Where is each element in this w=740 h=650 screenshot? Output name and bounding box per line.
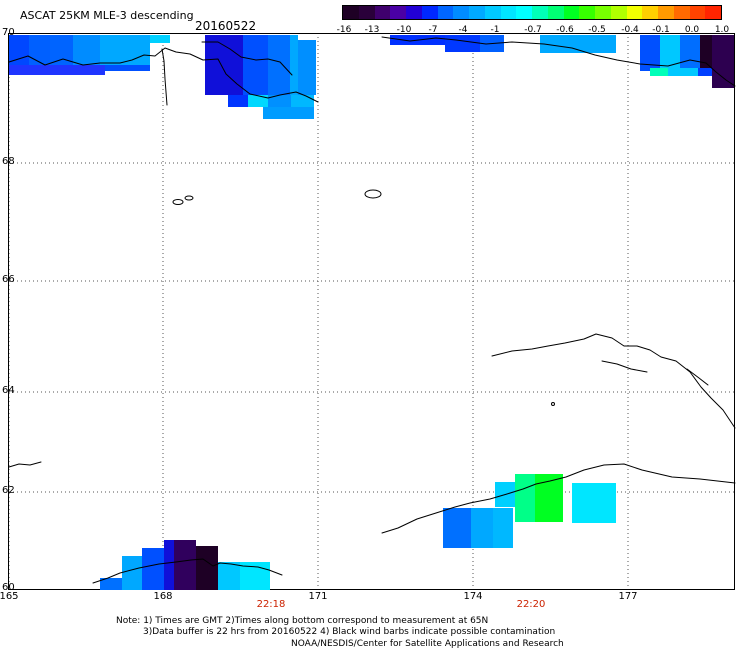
island-dot bbox=[551, 402, 555, 406]
color-scale-labels: -16 -13 -10 -7 -4 -1 -0.7 -0.6 -0.5 -0.4… bbox=[330, 26, 735, 38]
color-scale-segment bbox=[689, 6, 706, 19]
color-scale-segment bbox=[374, 6, 391, 19]
swath-south-west bbox=[100, 540, 270, 590]
coastlines bbox=[8, 36, 736, 584]
color-scale-segment bbox=[658, 6, 674, 19]
color-scale-segment bbox=[563, 6, 580, 19]
color-scale-segment bbox=[406, 6, 422, 19]
color-scale-bar bbox=[342, 5, 722, 20]
island-small-2 bbox=[184, 195, 194, 201]
note-line-1: Note: 1) Times are GMT 2)Times along bot… bbox=[116, 616, 489, 626]
color-label-5: -4 bbox=[458, 25, 468, 35]
color-scale-segment bbox=[642, 6, 658, 19]
time-label-2218: 22:18 bbox=[256, 599, 286, 610]
lon-tick-168: 168 bbox=[153, 591, 173, 602]
island-small-1 bbox=[172, 199, 184, 205]
coastline-central-east-inner bbox=[601, 360, 648, 373]
color-scale-segment bbox=[343, 6, 359, 19]
color-label-9: -0.5 bbox=[588, 25, 606, 35]
color-scale-segment bbox=[421, 6, 438, 19]
lat-tick-66: 66 bbox=[2, 274, 15, 285]
island-large bbox=[364, 189, 382, 199]
color-scale-segment bbox=[673, 6, 690, 19]
swath-south-east bbox=[443, 474, 616, 548]
coastline-north-center bbox=[201, 41, 293, 76]
color-scale-segment bbox=[705, 6, 721, 19]
lat-tick-62: 62 bbox=[2, 485, 15, 496]
color-label-7: -0.7 bbox=[524, 25, 542, 35]
color-scale-segment bbox=[595, 6, 611, 19]
map-date: 20160522 bbox=[195, 19, 257, 33]
coastline-north-gap bbox=[161, 48, 168, 106]
color-scale-segment bbox=[358, 6, 375, 19]
color-scale-segment bbox=[610, 6, 627, 19]
graticule-grid bbox=[8, 33, 735, 590]
swath-north-center-east bbox=[390, 35, 616, 53]
color-scale-segment bbox=[484, 6, 501, 19]
swath-northeast bbox=[640, 35, 734, 88]
map-title: ASCAT 25KM MLE-3 descending bbox=[20, 9, 194, 22]
coastline-central-east-lake bbox=[686, 368, 709, 386]
color-label-1: -16 bbox=[336, 25, 352, 35]
color-scale-segment bbox=[532, 6, 548, 19]
color-label-8: -0.6 bbox=[556, 25, 574, 35]
lon-tick-177: 177 bbox=[618, 591, 638, 602]
note-line-2: 3)Data buffer is 22 hrs from 20160522 4)… bbox=[143, 627, 556, 638]
coastline-northeast bbox=[381, 36, 736, 87]
color-label-6: -1 bbox=[490, 25, 500, 35]
color-label-4: -7 bbox=[428, 25, 438, 35]
coastline-left-spit bbox=[8, 461, 42, 468]
lat-tick-64: 64 bbox=[2, 385, 15, 396]
color-scale-segment bbox=[626, 6, 643, 19]
color-scale-segment bbox=[547, 6, 564, 19]
lat-tick-68: 68 bbox=[2, 156, 15, 167]
color-scale-segment bbox=[453, 6, 469, 19]
color-label-3: -10 bbox=[396, 25, 412, 35]
lon-tick-171: 171 bbox=[308, 591, 328, 602]
map-frame bbox=[8, 33, 735, 590]
color-label-10: -0.4 bbox=[621, 25, 639, 35]
swath-northwest bbox=[9, 35, 170, 75]
color-label-2: -13 bbox=[364, 25, 380, 35]
island-outlines bbox=[172, 189, 555, 406]
time-label-2220: 22:20 bbox=[516, 599, 546, 610]
color-scale-segment bbox=[437, 6, 454, 19]
color-scale-segment bbox=[579, 6, 595, 19]
color-scale-segment bbox=[500, 6, 517, 19]
lat-tick-70: 70 bbox=[2, 27, 15, 38]
color-scale-segment bbox=[390, 6, 406, 19]
note-line-3: NOAA/NESDIS/Center for Satellite Applica… bbox=[291, 638, 564, 649]
lon-tick-174: 174 bbox=[463, 591, 483, 602]
coastline-central-east bbox=[491, 333, 736, 429]
color-scale-segment bbox=[516, 6, 532, 19]
coastline-south-east bbox=[381, 463, 736, 534]
coastline-northwest bbox=[8, 47, 319, 103]
color-label-12: 0.0 bbox=[684, 25, 700, 35]
footer-notes: Note: 1) Times are GMT 2)Times along bot… bbox=[116, 616, 564, 650]
color-label-11: -0.1 bbox=[652, 25, 670, 35]
color-scale-segment bbox=[469, 6, 485, 19]
lat-tick-60: 60 bbox=[2, 582, 15, 593]
swath-north-center bbox=[205, 35, 316, 119]
color-label-13: 1.0 bbox=[714, 25, 730, 35]
coastline-south-west bbox=[92, 558, 283, 584]
lon-tick-165: 165 bbox=[0, 591, 19, 602]
